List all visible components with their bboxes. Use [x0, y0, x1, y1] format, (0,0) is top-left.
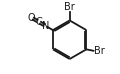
Text: N: N — [42, 21, 50, 31]
Text: O: O — [28, 13, 35, 23]
Text: Br: Br — [94, 46, 105, 56]
Text: C: C — [35, 17, 42, 27]
Text: Br: Br — [64, 2, 75, 12]
